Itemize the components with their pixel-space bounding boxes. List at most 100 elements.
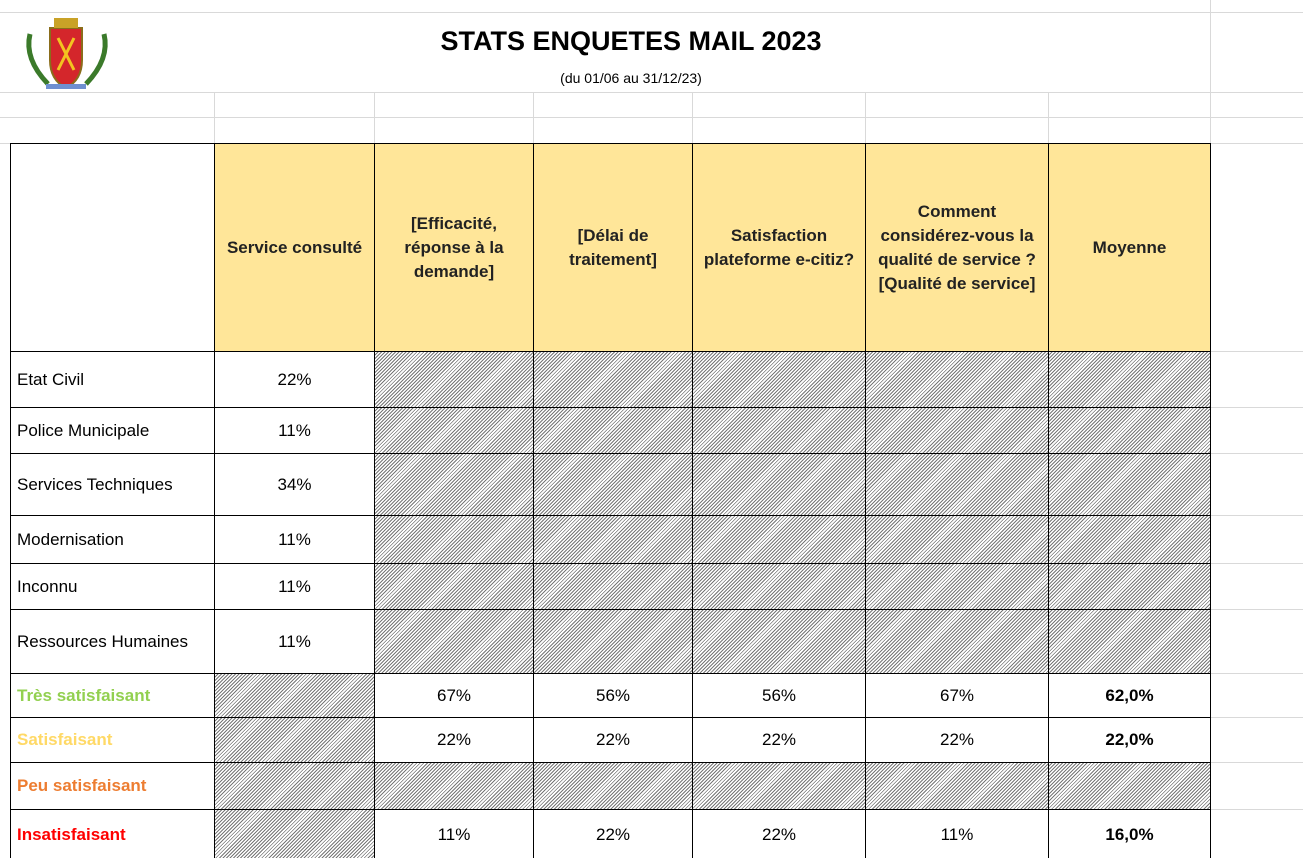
title: STATS ENQUETES MAIL 2023	[440, 26, 822, 56]
value-cell: 11%	[214, 563, 375, 610]
hatched-cell	[533, 407, 693, 454]
hatched-cell	[1048, 453, 1211, 516]
hatched-cell	[214, 673, 375, 718]
grid-line	[1210, 453, 1303, 454]
grid-line	[374, 92, 375, 143]
hatched-cell	[865, 515, 1049, 564]
grid-line	[1210, 563, 1303, 564]
value-cell: 22,0%	[1048, 717, 1211, 763]
grid-line	[1210, 762, 1303, 763]
row-label: Police Municipale	[10, 407, 215, 454]
header-cell: Service consulté	[214, 143, 375, 352]
hatched-cell	[865, 563, 1049, 610]
header-cell: Comment considérez-vous la qualité de se…	[865, 143, 1049, 352]
value-cell: 11%	[214, 515, 375, 564]
hatched-cell	[865, 762, 1049, 810]
value-cell: 22%	[214, 351, 375, 408]
header-cell: [Délai de traitement]	[533, 143, 693, 352]
row-label: Services Techniques	[10, 453, 215, 516]
grid-line	[1210, 407, 1303, 408]
hatched-cell	[533, 351, 693, 408]
hatched-cell	[692, 453, 866, 516]
hatched-cell	[1048, 515, 1211, 564]
grid-line	[1048, 92, 1049, 143]
value-cell: 56%	[533, 673, 693, 718]
hatched-cell	[533, 762, 693, 810]
hatched-cell	[865, 609, 1049, 674]
hatched-cell	[1048, 563, 1211, 610]
value-cell: 16,0%	[1048, 809, 1211, 858]
row-label: Très satisfaisant	[10, 673, 215, 718]
hatched-cell	[692, 563, 866, 610]
hatched-cell	[533, 515, 693, 564]
header-cell: Moyenne	[1048, 143, 1211, 352]
hatched-cell	[865, 453, 1049, 516]
grid-line	[0, 117, 1303, 118]
grid-line	[1210, 609, 1303, 610]
hatched-cell	[214, 762, 375, 810]
grid-line	[1210, 717, 1303, 718]
value-cell: 22%	[865, 717, 1049, 763]
grid-line	[1210, 515, 1303, 516]
hatched-cell	[374, 453, 534, 516]
grid-line	[0, 12, 1303, 13]
hatched-cell	[374, 563, 534, 610]
grid-line	[214, 92, 215, 143]
row-label: Inconnu	[10, 563, 215, 610]
value-cell: 22%	[533, 717, 693, 763]
grid-line	[533, 92, 534, 143]
header-cell: Satisfaction plateforme e-citiz?	[692, 143, 866, 352]
hatched-cell	[214, 717, 375, 763]
grid-line	[692, 92, 693, 143]
logo	[26, 18, 108, 90]
value-cell: 67%	[865, 673, 1049, 718]
hatched-cell	[374, 351, 534, 408]
hatched-cell	[533, 563, 693, 610]
hatched-cell	[692, 351, 866, 408]
grid-line	[865, 92, 866, 143]
value-cell: 22%	[374, 717, 534, 763]
hatched-cell	[374, 609, 534, 674]
value-cell: 34%	[214, 453, 375, 516]
value-cell: 22%	[692, 717, 866, 763]
hatched-cell	[1048, 762, 1211, 810]
grid-line	[0, 92, 1303, 93]
hatched-cell	[1048, 407, 1211, 454]
hatched-cell	[1048, 351, 1211, 408]
value-cell: 11%	[214, 407, 375, 454]
grid-line	[1210, 809, 1303, 810]
row-label: Modernisation	[10, 515, 215, 564]
row-label: Peu satisfaisant	[10, 762, 215, 810]
value-cell: 62,0%	[1048, 673, 1211, 718]
hatched-cell	[692, 407, 866, 454]
hatched-cell	[214, 809, 375, 858]
hatched-cell	[865, 407, 1049, 454]
header-cell: [Efficacité, réponse à la demande]	[374, 143, 534, 352]
header-cell	[10, 143, 215, 352]
value-cell: 22%	[533, 809, 693, 858]
hatched-cell	[533, 609, 693, 674]
value-cell: 22%	[692, 809, 866, 858]
row-label: Insatisfaisant	[10, 809, 215, 858]
grid-line	[1210, 351, 1303, 352]
hatched-cell	[1048, 609, 1211, 674]
hatched-cell	[692, 762, 866, 810]
row-label: Ressources Humaines	[10, 609, 215, 674]
hatched-cell	[374, 515, 534, 564]
value-cell: 11%	[214, 609, 375, 674]
subtitle: (du 01/06 au 31/12/23)	[560, 70, 702, 86]
hatched-cell	[533, 453, 693, 516]
hatched-cell	[865, 351, 1049, 408]
hatched-cell	[692, 515, 866, 564]
grid-line	[1210, 673, 1303, 674]
value-cell: 67%	[374, 673, 534, 718]
row-label: Satisfaisant	[10, 717, 215, 763]
value-cell: 56%	[692, 673, 866, 718]
hatched-cell	[692, 609, 866, 674]
hatched-cell	[374, 762, 534, 810]
value-cell: 11%	[865, 809, 1049, 858]
hatched-cell	[374, 407, 534, 454]
row-label: Etat Civil	[10, 351, 215, 408]
value-cell: 11%	[374, 809, 534, 858]
